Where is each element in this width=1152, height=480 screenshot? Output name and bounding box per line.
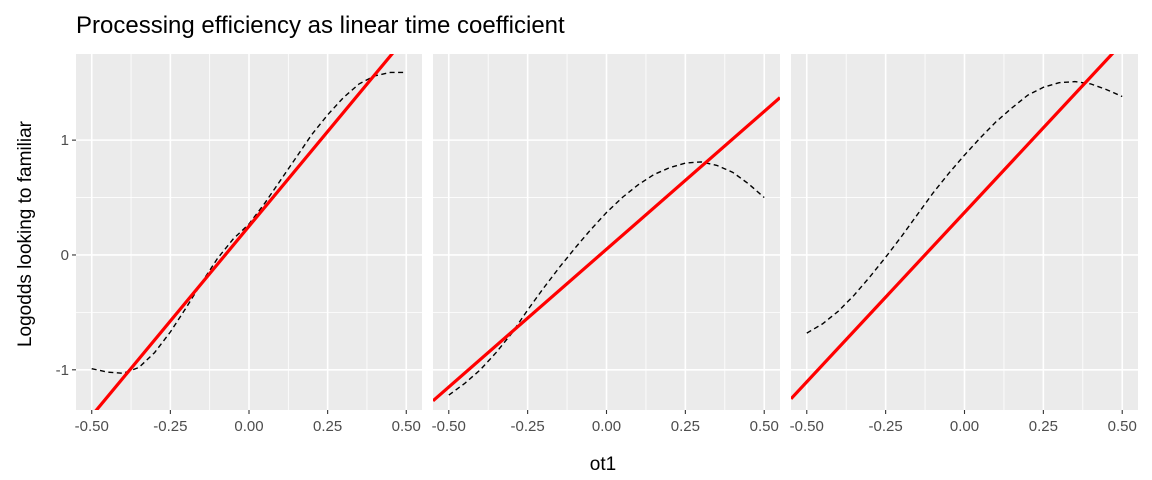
x-tick-label: 0.50: [750, 418, 779, 435]
x-tick-label: -0.25: [869, 418, 903, 435]
x-tick-label: 0.25: [671, 418, 700, 435]
y-tick-label: 0: [61, 247, 69, 264]
y-axis-label: Logodds looking to familiar: [15, 120, 36, 347]
x-tick-label: -0.50: [75, 418, 109, 435]
x-tick-label: 0.00: [592, 418, 621, 435]
x-tick-label: 0.00: [234, 418, 263, 435]
plot-area: [91, 54, 407, 410]
plot-area: [791, 54, 1123, 400]
linear-fit-line: [791, 54, 1115, 400]
x-tick-label: -0.50: [432, 418, 466, 435]
y-tick-label: -1: [56, 362, 69, 379]
x-tick-label: 0.50: [1108, 418, 1137, 435]
linear-fit-line: [433, 96, 780, 403]
x-tick-label: 0.25: [313, 418, 342, 435]
y-tick-label: 1: [61, 132, 69, 149]
x-tick-label: 0.25: [1029, 418, 1058, 435]
x-axis: -0.50 -0.25 0.00 0.25 0.50 -0.50 -0.25 0.00 0.25…: [75, 410, 1137, 435]
x-tick-label: 0.50: [392, 418, 421, 435]
x-tick-label: 0.00: [950, 418, 979, 435]
x-tick-label: -0.50: [790, 418, 824, 435]
growth-curve-line: [448, 161, 765, 396]
facet-panel-3: [791, 54, 1138, 410]
x-tick-label: -0.25: [511, 418, 545, 435]
chart-title: Processing efficiency as linear time coe…: [76, 12, 565, 39]
growth-curve-line: [806, 80, 1123, 334]
plot-area: [433, 96, 780, 403]
y-axis: -1 0 1: [56, 132, 76, 379]
facet-panel-2: [433, 54, 780, 410]
linear-fit-line: [94, 54, 395, 410]
facet-panel-1: [76, 54, 422, 410]
x-axis-label: ot1: [590, 454, 616, 475]
x-tick-label: -0.25: [153, 418, 187, 435]
facet-panels: [76, 54, 1138, 410]
